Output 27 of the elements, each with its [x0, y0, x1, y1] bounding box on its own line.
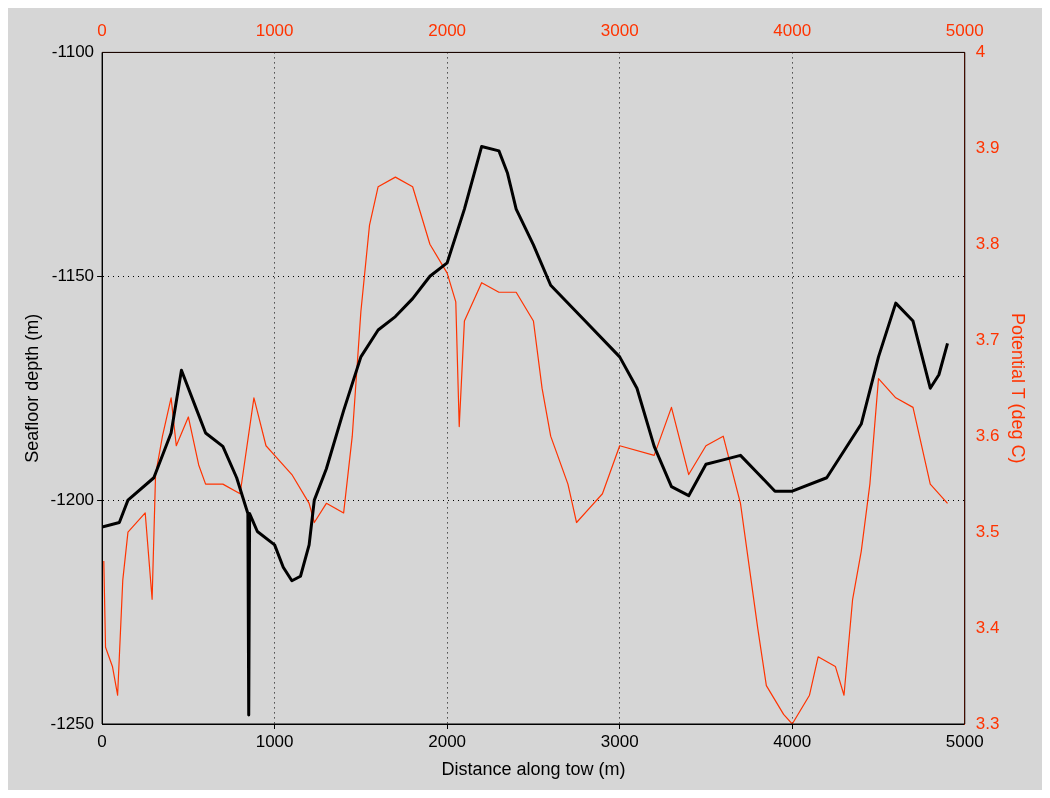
y-axis-title: Seafloor depth (m) [21, 313, 42, 463]
x-tick-label: 2000 [428, 731, 467, 751]
y-tick-label: -1100 [51, 42, 95, 62]
y2-tick-label: 3.5 [975, 521, 1000, 541]
y2-tick-label: 4 [975, 42, 986, 62]
x-tick-label: 0 [97, 731, 107, 751]
y-tick-label: -1200 [50, 489, 95, 509]
x2-tick-label: 1000 [255, 20, 294, 40]
y-tick-label: -1250 [50, 713, 95, 733]
x-tick-label: 5000 [945, 731, 984, 751]
x2-tick-label: 2000 [428, 20, 467, 40]
x2-tick-label: 5000 [945, 20, 984, 40]
x-tick-label: 1000 [255, 731, 294, 751]
y2-tick-label: 3.3 [975, 713, 1000, 733]
y2-tick-label: 3.6 [975, 425, 1000, 445]
x-tick-label: 3000 [600, 731, 639, 751]
y2-axis-title: Potential T (deg C) [1008, 312, 1029, 464]
y2-tick-label: 3.7 [975, 329, 1000, 349]
y2-tick-label: 3.4 [975, 617, 1000, 637]
y2-tick-label: 3.9 [975, 138, 1000, 158]
y2-tick-label: 3.8 [975, 233, 1000, 253]
x2-tick-label: 0 [97, 20, 107, 40]
x2-tick-label: 4000 [773, 20, 812, 40]
x-axis-title: Distance along tow (m) [441, 759, 626, 780]
x-tick-label: 4000 [773, 731, 812, 751]
y-tick-label: -1150 [51, 265, 95, 285]
x2-tick-label: 3000 [600, 20, 639, 40]
